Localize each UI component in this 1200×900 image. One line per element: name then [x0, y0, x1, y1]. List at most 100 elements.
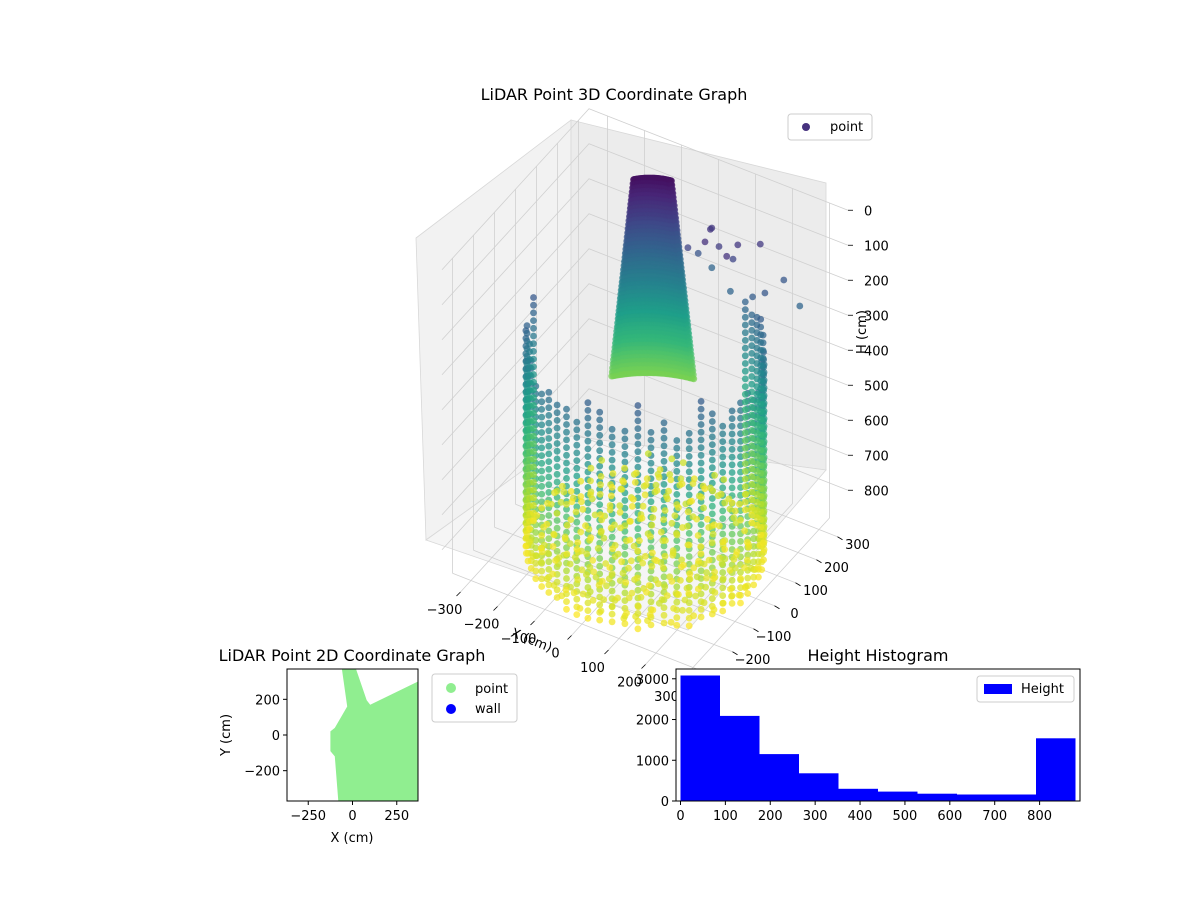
lidar-point	[660, 427, 668, 434]
lidar-point	[597, 607, 605, 615]
wall-grid-h	[441, 213, 849, 376]
lidar-point	[690, 475, 698, 483]
lidar-point	[741, 421, 749, 429]
lidar-point	[719, 445, 727, 453]
lidar-point	[708, 425, 716, 433]
lidar-point	[573, 518, 581, 526]
lidar-point	[736, 500, 743, 508]
lidar-point	[530, 309, 537, 317]
x-tick-label: 0	[676, 809, 684, 824]
lidar-point	[530, 348, 537, 355]
3d-legend: point	[787, 113, 873, 141]
lidar-point	[563, 405, 570, 413]
lidar-point	[530, 386, 537, 394]
lidar-point	[750, 558, 758, 566]
x-tick-label: 300	[654, 690, 679, 705]
lidar-point	[543, 575, 551, 583]
lidar-point	[642, 481, 650, 489]
lidar-point	[700, 504, 707, 512]
lidar-point	[685, 468, 693, 476]
lidar-point	[685, 491, 693, 499]
lidar-point	[631, 479, 639, 486]
z-tick-label: 400	[864, 344, 889, 359]
lidar-point	[634, 586, 642, 594]
lidar-point	[760, 556, 767, 564]
lidar-point	[796, 302, 804, 310]
lidar-point	[757, 354, 765, 362]
lidar-point	[563, 421, 570, 428]
lidar-point	[530, 463, 537, 471]
lidar-point	[666, 471, 674, 478]
lidar-point	[544, 499, 551, 507]
lidar-point	[530, 517, 537, 525]
y-tick-label: 0	[661, 795, 669, 810]
lidar-point	[697, 567, 705, 575]
lidar-point	[648, 521, 656, 529]
lidar-point	[716, 554, 723, 562]
lidar-point	[737, 584, 744, 591]
lidar-point	[743, 556, 751, 564]
lidar-point	[757, 400, 765, 408]
lidar-point	[741, 444, 749, 452]
lidar-point	[697, 398, 705, 405]
lidar-point	[690, 375, 698, 383]
lidar-point	[748, 380, 756, 388]
lidar-point	[545, 435, 553, 442]
2d-ticks: −250 0 250 −200 0 200	[244, 693, 409, 824]
lidar-point	[538, 490, 546, 498]
lidar-point	[586, 563, 594, 571]
lidar-point	[748, 403, 756, 411]
y-tick-label: 1000	[636, 754, 669, 769]
lidar-point	[697, 413, 705, 421]
lidar-point	[560, 488, 568, 496]
lidar-point	[719, 584, 727, 592]
lidar-point	[728, 422, 736, 430]
lidar-point	[686, 575, 694, 583]
lidar-point	[606, 564, 614, 571]
lidar-point	[741, 483, 749, 491]
histogram-legend-box	[976, 675, 1075, 703]
z-tick-label: 500	[864, 379, 889, 394]
lidar-point	[685, 599, 693, 607]
lidar-point	[750, 573, 758, 581]
lidar-point	[660, 611, 668, 619]
lidar-point	[621, 443, 629, 450]
lidar-point	[596, 539, 604, 547]
lidar-point	[567, 488, 575, 495]
lidar-point	[630, 542, 638, 550]
lidar-point	[678, 480, 686, 488]
lidar-point	[685, 460, 693, 468]
lidar-point	[673, 467, 681, 475]
lidar-point	[673, 621, 681, 629]
x-tick-label: 250	[384, 809, 409, 824]
lidar-point	[549, 543, 557, 550]
lidar-point	[647, 533, 654, 540]
histogram-bar	[996, 794, 1036, 801]
lidar-point	[656, 466, 664, 473]
lidar-point	[708, 224, 716, 232]
lidar-point	[562, 586, 570, 594]
lidar-point	[677, 475, 685, 483]
lidar-point	[748, 365, 756, 373]
lidar-point	[587, 534, 595, 542]
histogram-bar	[759, 754, 799, 801]
lidar-point	[730, 514, 738, 522]
lidar-point	[530, 355, 537, 363]
lidar-point	[532, 559, 540, 567]
lidar-point	[750, 550, 758, 558]
lidar-point	[757, 377, 765, 385]
x-tick-label: 800	[1027, 809, 1052, 824]
lidar-point	[571, 553, 579, 561]
lidar-point	[697, 421, 705, 428]
lidar-point	[634, 417, 642, 425]
lidar-point	[673, 583, 681, 591]
lidar-point	[573, 472, 581, 480]
lidar-point	[684, 508, 692, 516]
lidar-point	[553, 478, 561, 486]
lidar-point	[584, 414, 592, 422]
lidar-point	[597, 473, 605, 480]
histogram-bar	[680, 675, 720, 801]
lidar-point	[741, 313, 749, 321]
lidar-point	[532, 575, 540, 583]
lidar-point	[757, 485, 765, 493]
